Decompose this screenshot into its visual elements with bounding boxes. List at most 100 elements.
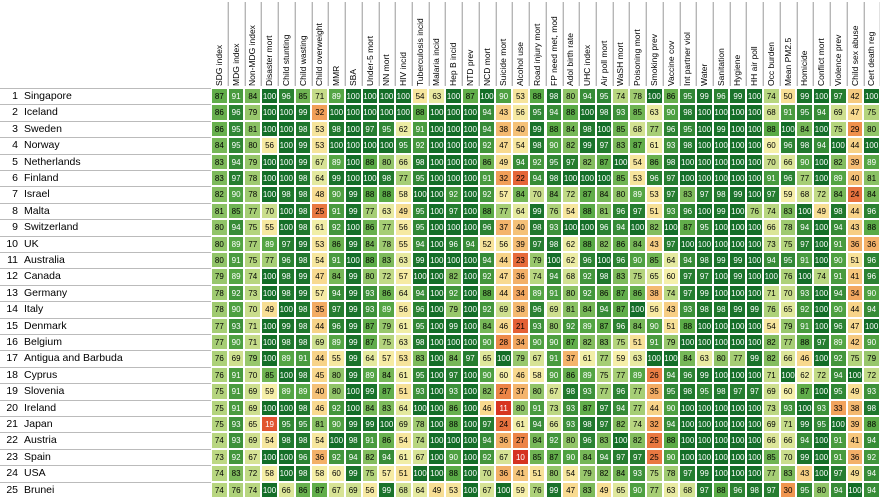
- score-cell: 69: [495, 301, 513, 318]
- score-cell: 100: [328, 104, 345, 121]
- score-cell: 67: [495, 448, 513, 466]
- score-cell: 76: [746, 202, 763, 220]
- score-cell: 90: [545, 366, 563, 384]
- score-cell: 41: [846, 432, 864, 449]
- score-cell: 79: [211, 268, 228, 285]
- score-cell: 100: [461, 120, 479, 138]
- score-cell: 93: [361, 301, 379, 318]
- column-header: NCD mort: [478, 2, 497, 86]
- score-cell: 55: [261, 219, 278, 236]
- score-cell: 100: [261, 399, 278, 416]
- column-header: Occ burden: [762, 2, 781, 86]
- score-cell: 100: [846, 366, 864, 384]
- score-cell: 99: [696, 465, 713, 482]
- score-cell: 90: [662, 104, 680, 121]
- score-cell: 88: [445, 416, 462, 433]
- score-cell: 100: [729, 202, 747, 220]
- score-cell: 100: [344, 170, 362, 187]
- score-cell: 95: [545, 153, 563, 170]
- column-header: UHC index: [578, 2, 597, 86]
- score-cell: 83: [612, 137, 630, 154]
- score-cell: 71: [762, 284, 780, 302]
- column-header: Suicide mort: [495, 2, 514, 86]
- score-cell: 86: [378, 284, 395, 302]
- score-cell: 98: [411, 334, 429, 351]
- score-cell: 92: [545, 432, 563, 449]
- score-cell: 84: [244, 88, 262, 105]
- score-cell: 69: [244, 383, 262, 400]
- score-cell: 100: [261, 104, 278, 121]
- score-cell: 100: [261, 268, 278, 285]
- score-cell: 61: [578, 350, 596, 367]
- score-cell: 100: [461, 481, 479, 498]
- score-cell: 41: [846, 268, 864, 285]
- country-name: Ireland: [24, 401, 57, 414]
- score-cell: 78: [629, 88, 646, 105]
- score-cell: 76: [227, 481, 245, 498]
- score-cell: 97: [762, 481, 780, 498]
- score-cell: 74: [244, 268, 262, 285]
- score-cell: 100: [746, 416, 763, 433]
- score-cell: 79: [244, 350, 262, 367]
- score-cell: 69: [244, 399, 262, 416]
- score-cell: 71: [762, 366, 780, 384]
- score-cell: 58: [528, 366, 546, 384]
- score-cell: 98: [294, 432, 312, 449]
- score-cell: 27: [512, 432, 529, 449]
- score-cell: 70: [779, 448, 797, 466]
- score-cell: 74: [528, 268, 546, 285]
- score-cell: 32: [311, 104, 329, 121]
- score-cell: 100: [729, 153, 747, 170]
- score-cell: 73: [545, 399, 563, 416]
- score-cell: 74: [411, 432, 429, 449]
- score-cell: 85: [528, 448, 546, 466]
- score-cell: 80: [211, 252, 228, 269]
- rank: 7: [12, 188, 18, 201]
- score-cell: 59: [779, 186, 797, 203]
- score-cell: 56: [645, 301, 663, 318]
- score-cell: 100: [779, 120, 797, 138]
- score-cell: 95: [411, 170, 429, 187]
- score-cell: 100: [445, 120, 462, 138]
- score-cell: 100: [578, 170, 596, 187]
- score-cell: 98: [545, 88, 563, 105]
- score-cell: 87: [612, 301, 630, 318]
- score-cell: 71: [244, 334, 262, 351]
- score-cell: 100: [261, 120, 278, 138]
- score-cell: 90: [863, 284, 880, 302]
- score-cell: 84: [361, 235, 379, 252]
- score-cell: 89: [328, 153, 345, 170]
- score-cell: 90: [227, 186, 245, 203]
- score-cell: 96: [328, 317, 345, 334]
- score-cell: 100: [712, 366, 730, 384]
- score-cell: 56: [394, 301, 412, 318]
- score-cell: 80: [545, 465, 563, 482]
- score-cell: 90: [227, 301, 245, 318]
- score-cell: 54: [311, 252, 329, 269]
- score-cell: 87: [378, 383, 395, 400]
- score-cell: 77: [244, 235, 262, 252]
- score-cell: 99: [729, 88, 747, 105]
- score-cell: 83: [612, 268, 630, 285]
- score-cell: 36: [512, 268, 529, 285]
- score-cell: 100: [261, 334, 278, 351]
- country-name: Germany: [24, 286, 68, 299]
- score-cell: 100: [696, 399, 713, 416]
- score-cell: 86: [361, 219, 379, 236]
- score-cell: 36: [495, 465, 513, 482]
- score-cell: 99: [696, 88, 713, 105]
- score-cell: 96: [612, 202, 630, 220]
- score-cell: 100: [261, 284, 278, 302]
- score-cell: 51: [394, 465, 412, 482]
- score-cell: 94: [829, 366, 847, 384]
- score-cell: 100: [461, 416, 479, 433]
- score-cell: 79: [378, 317, 395, 334]
- score-cell: 40: [512, 120, 529, 138]
- score-cell: 100: [595, 252, 613, 269]
- score-cell: 74: [211, 432, 228, 449]
- score-cell: 100: [277, 366, 295, 384]
- score-cell: 75: [846, 350, 864, 367]
- score-cell: 100: [746, 399, 763, 416]
- score-cell: 83: [595, 334, 613, 351]
- score-cell: 57: [311, 284, 329, 302]
